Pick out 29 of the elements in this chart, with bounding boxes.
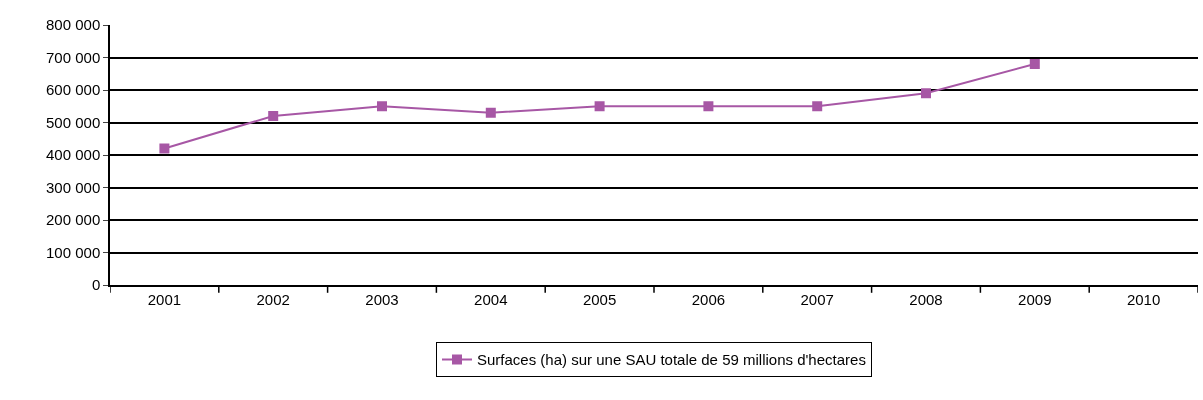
x-tick-label: 2006 bbox=[691, 290, 726, 308]
y-tick-label: 100 000 bbox=[46, 243, 101, 261]
y-tick-label: 200 000 bbox=[46, 211, 101, 229]
y-tick-label: 300 000 bbox=[46, 178, 101, 196]
x-tick-label: 2003 bbox=[365, 290, 399, 308]
point bbox=[377, 101, 387, 112]
x-tick-label: 2001 bbox=[147, 290, 182, 308]
x-tick-label: 2008 bbox=[909, 290, 943, 308]
y-tick-label: 700 000 bbox=[46, 48, 101, 66]
x-tick-label: 2007 bbox=[800, 290, 834, 308]
x-tick-label: 2004 bbox=[474, 290, 508, 308]
point bbox=[485, 107, 496, 118]
point bbox=[159, 143, 170, 154]
x-tick-label: 2009 bbox=[1018, 290, 1052, 308]
point bbox=[1029, 59, 1040, 69]
point bbox=[703, 101, 714, 112]
y-tick-label: 400 000 bbox=[46, 146, 101, 164]
legend-label: Surfaces (ha) sur une SAU totale de 59 millions d'hectares bbox=[477, 351, 866, 369]
point bbox=[921, 88, 931, 99]
y-tick-label: 800 000 bbox=[46, 16, 101, 34]
x-tick-label: 2010 bbox=[1126, 290, 1161, 308]
point bbox=[594, 101, 605, 112]
point bbox=[268, 111, 279, 121]
x-tick-label: 2002 bbox=[256, 290, 290, 308]
y-tick-label: 0 bbox=[91, 276, 101, 294]
x-tick-label: 2005 bbox=[582, 290, 617, 308]
y-tick-label: 500 000 bbox=[46, 113, 101, 131]
y-tick-label: 600 000 bbox=[46, 81, 101, 99]
point bbox=[812, 101, 823, 112]
